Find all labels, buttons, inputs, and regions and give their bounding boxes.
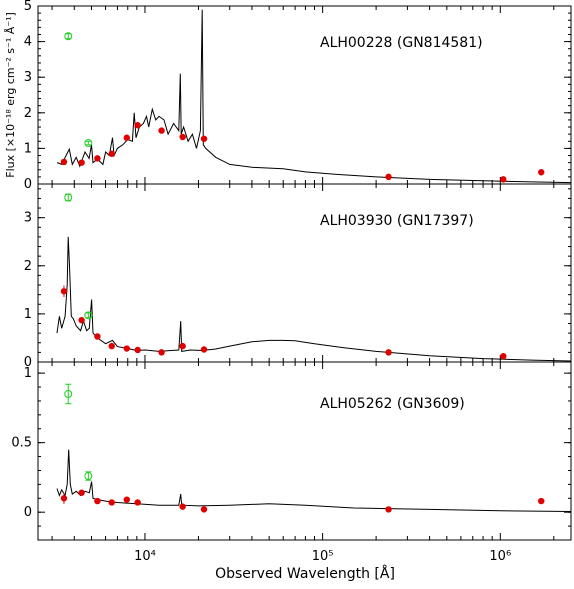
photometry-point [500, 176, 507, 183]
photometry-point [385, 349, 392, 356]
x-tick-label: 10⁶ [489, 549, 511, 564]
photometry-point [60, 288, 68, 295]
panel-frame [37, 5, 572, 185]
photometry-point [538, 497, 545, 505]
spectrum-line [56, 9, 572, 184]
photometry-point [134, 499, 141, 506]
photometry-point [538, 169, 545, 176]
y-axis-label: Flux [×10⁻¹⁸ erg cm⁻² s⁻¹ Å⁻¹] [4, 12, 17, 178]
open-point [84, 311, 93, 320]
open-point [64, 389, 73, 398]
photometry-point [179, 503, 186, 510]
x-axis-label: Observed Wavelength [Å] [215, 565, 395, 582]
y-tick-label: 0.5 [11, 436, 32, 451]
photometry-point [385, 506, 392, 513]
photometry-point [385, 173, 392, 181]
photometry-point [179, 133, 186, 141]
photometry-point [94, 497, 101, 505]
photometry-point [78, 316, 85, 324]
y-tick-label: 0 [24, 177, 32, 192]
photometry-point [200, 346, 208, 353]
spectrum-line [56, 236, 572, 362]
photometry-point [94, 155, 101, 162]
photometry-point [134, 346, 141, 354]
panel-title: ALH05262 (GN3609) [320, 396, 465, 412]
y-tick-label: 0 [24, 505, 32, 520]
photometry-point [179, 342, 186, 350]
photometry-point [78, 489, 85, 496]
open-point [84, 472, 93, 481]
photometry-point [134, 122, 141, 129]
open-point [84, 139, 93, 148]
open-point [64, 193, 73, 202]
panel-title: ALH00228 (GN814581) [320, 35, 483, 51]
photometry-point [123, 134, 130, 141]
y-tick-label: 1 [24, 141, 32, 156]
panel-frame [37, 361, 572, 541]
photometry-point [158, 349, 165, 356]
photometry-point [123, 496, 130, 503]
photometry-point [60, 158, 68, 166]
open-point [64, 32, 73, 41]
x-tick-label: 10⁴ [134, 549, 156, 564]
y-tick-label: 4 [24, 35, 32, 50]
photometry-point [94, 333, 101, 340]
photometry-point [108, 499, 115, 506]
panel-alh03930: ALH03930 (GN17397) 0 1 2 3 [24, 183, 572, 370]
panel-frame [37, 183, 572, 363]
photometry-point [123, 345, 130, 352]
photometry-point [60, 495, 68, 502]
photometry-point [108, 150, 115, 157]
y-tick-label: 1 [24, 366, 32, 381]
panel-alh05262: ALH05262 (GN3609) 0 0.5 1 10⁴ 10⁵ 10⁶ [11, 361, 572, 564]
panel-title: ALH03930 (GN17397) [320, 213, 474, 229]
photometry-point [108, 342, 115, 350]
photometry-point [78, 159, 85, 166]
y-tick-label: 1 [24, 307, 32, 322]
y-tick-label: 3 [24, 70, 32, 85]
photometry-point [200, 135, 208, 142]
y-tick-label: 2 [24, 259, 32, 274]
x-tick-label: 10⁵ [312, 549, 334, 564]
panel-alh00228: ALH00228 (GN814581) 0 1 2 3 4 5 [24, 0, 572, 192]
y-tick-label: 3 [24, 211, 32, 226]
photometry-point [500, 353, 507, 360]
y-tick-label: 5 [24, 0, 32, 14]
y-tick-label: 2 [24, 106, 32, 121]
spectrum-line [56, 449, 572, 512]
photometry-point [200, 506, 208, 513]
photometry-point [158, 127, 165, 134]
y-tick-label: 0 [24, 355, 32, 370]
